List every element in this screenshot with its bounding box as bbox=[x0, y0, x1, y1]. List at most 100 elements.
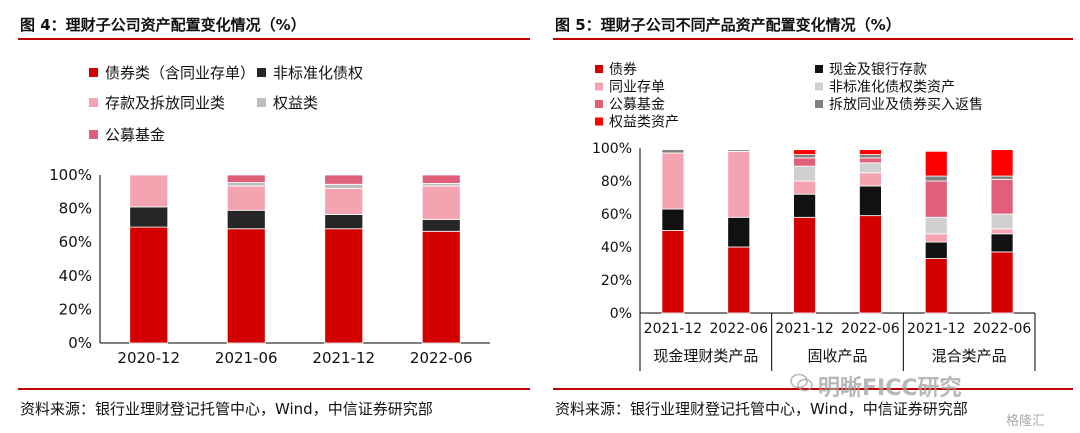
bar-segment bbox=[129, 226, 169, 344]
bar-segment bbox=[924, 258, 948, 314]
legend-swatch bbox=[89, 68, 98, 77]
x-tick-label: 2021-12 bbox=[907, 321, 966, 337]
bar-segment bbox=[727, 216, 751, 248]
legend-swatch bbox=[595, 100, 603, 108]
bar-segment bbox=[226, 185, 266, 211]
legend-label: 拆放同业及债券买入返售 bbox=[829, 97, 983, 113]
legend-label: 非标准化债权 bbox=[273, 64, 363, 82]
legend-label: 权益类 bbox=[273, 94, 318, 112]
x-tick-label: 2021-06 bbox=[215, 349, 278, 367]
y-tick-label: 60% bbox=[601, 207, 632, 223]
left-title-rule bbox=[18, 38, 530, 40]
bar-segment bbox=[859, 172, 882, 187]
y-tick-label: 40% bbox=[601, 240, 632, 256]
watermark-text: 明晰FICC研究 bbox=[818, 376, 962, 401]
left-figure-title: 图 4：理财子公司资产配置变化情况（%） bbox=[20, 16, 306, 34]
bar-segment bbox=[129, 174, 169, 208]
bar-segment bbox=[324, 174, 364, 185]
bar-segment bbox=[793, 216, 816, 314]
bar-segment bbox=[793, 180, 816, 195]
right-figure-title: 图 5：理财子公司不同产品资产配置变化情况（%） bbox=[555, 16, 901, 34]
x-tick-label: 2021-12 bbox=[312, 349, 375, 367]
y-tick-label: 40% bbox=[59, 267, 92, 285]
legend-swatch bbox=[257, 68, 266, 77]
left-source-rule bbox=[18, 388, 530, 390]
bar-segment bbox=[859, 149, 882, 155]
group-label: 混合类产品 bbox=[932, 347, 1007, 365]
bar-segment bbox=[324, 228, 364, 344]
right-title-rule bbox=[553, 38, 1073, 40]
left-figure-panel: 图 4：理财子公司资产配置变化情况（%） 债券类（含同业存单） 非标准化债权存款及… bbox=[18, 16, 530, 418]
bar-segment bbox=[226, 182, 266, 187]
right-figure-panel: 图 5：理财子公司不同产品资产配置变化情况（%） 债券 现金及银行存款同业存单 非标… bbox=[545, 0, 1080, 433]
bar-segment bbox=[924, 216, 948, 235]
bar-segment bbox=[421, 174, 461, 184]
y-tick-label: 100% bbox=[592, 141, 632, 157]
bar-segment bbox=[793, 165, 816, 182]
y-tick-label: 60% bbox=[59, 233, 92, 251]
legend-label: 公募基金 bbox=[105, 126, 165, 144]
bar-segment bbox=[793, 149, 816, 155]
legend-label: 同业存单 bbox=[609, 80, 665, 96]
bar-segment bbox=[226, 174, 266, 183]
group-label: 固收产品 bbox=[807, 347, 867, 365]
x-tick-label: 2022-06 bbox=[973, 321, 1032, 337]
legend-swatch bbox=[595, 82, 603, 91]
x-tick-label: 2022-06 bbox=[841, 321, 900, 337]
bar-segment bbox=[793, 154, 816, 159]
bar-segment bbox=[793, 193, 816, 218]
y-tick-label: 100% bbox=[49, 166, 92, 184]
bar-segment bbox=[859, 162, 882, 174]
bar-segment bbox=[990, 228, 1014, 235]
y-tick-label: 0% bbox=[68, 334, 92, 352]
y-tick-label: 20% bbox=[601, 273, 632, 289]
bar-segment bbox=[226, 209, 266, 230]
bar-segment bbox=[990, 233, 1014, 253]
legend-label: 非标准化债权类资产 bbox=[829, 80, 955, 96]
legend-label: 债券类（含同业存单） bbox=[105, 64, 255, 82]
bar-segment bbox=[324, 188, 364, 215]
y-tick-label: 20% bbox=[59, 300, 92, 318]
bar-segment bbox=[859, 157, 882, 164]
bar-segment bbox=[661, 149, 685, 154]
bar-segment bbox=[924, 180, 948, 218]
bar-segment bbox=[421, 230, 461, 344]
bar-segment bbox=[859, 215, 882, 314]
bar-segment bbox=[661, 230, 685, 314]
x-tick-label: 2021-12 bbox=[775, 321, 834, 337]
legend-swatch bbox=[89, 130, 98, 139]
legend-label: 公募基金 bbox=[609, 96, 665, 113]
legend-label: 现金及银行存款 bbox=[829, 62, 927, 78]
legend-swatch bbox=[595, 65, 603, 73]
y-tick-label: 80% bbox=[59, 200, 92, 218]
bar-segment bbox=[727, 150, 751, 218]
x-tick-label: 2022-06 bbox=[710, 321, 769, 337]
legend-swatch bbox=[257, 98, 266, 107]
left-source-note: 资料来源：银行业理财登记托管中心，Wind，中信证券研究部 bbox=[20, 400, 433, 418]
corner-logo: 格隆汇 bbox=[1006, 414, 1046, 429]
y-tick-label: 80% bbox=[601, 174, 632, 190]
bar-segment bbox=[990, 251, 1014, 314]
bar-segment bbox=[129, 206, 169, 228]
legend-swatch bbox=[815, 65, 823, 73]
bar-segment bbox=[421, 185, 461, 220]
bar-segment bbox=[990, 178, 1014, 215]
legend-label: 存款及拆放同业类 bbox=[105, 94, 225, 112]
right-source-rule bbox=[553, 388, 1073, 390]
bar-segment bbox=[324, 214, 364, 230]
bar-segment bbox=[924, 175, 948, 182]
bar-segment bbox=[990, 149, 1014, 177]
legend-label: 债券 bbox=[609, 62, 637, 78]
bar-segment bbox=[924, 233, 948, 243]
bar-segment bbox=[990, 213, 1014, 230]
right-source-note: 资料来源：银行业理财登记托管中心，Wind，中信证券研究部 bbox=[555, 400, 968, 418]
bar-segment bbox=[727, 246, 751, 314]
bar-segment bbox=[661, 208, 685, 231]
bar-segment bbox=[661, 152, 685, 210]
wechat-icon bbox=[790, 373, 813, 392]
y-tick-label: 0% bbox=[610, 306, 632, 322]
bar-segment bbox=[324, 183, 364, 189]
bar-segment bbox=[924, 150, 948, 177]
